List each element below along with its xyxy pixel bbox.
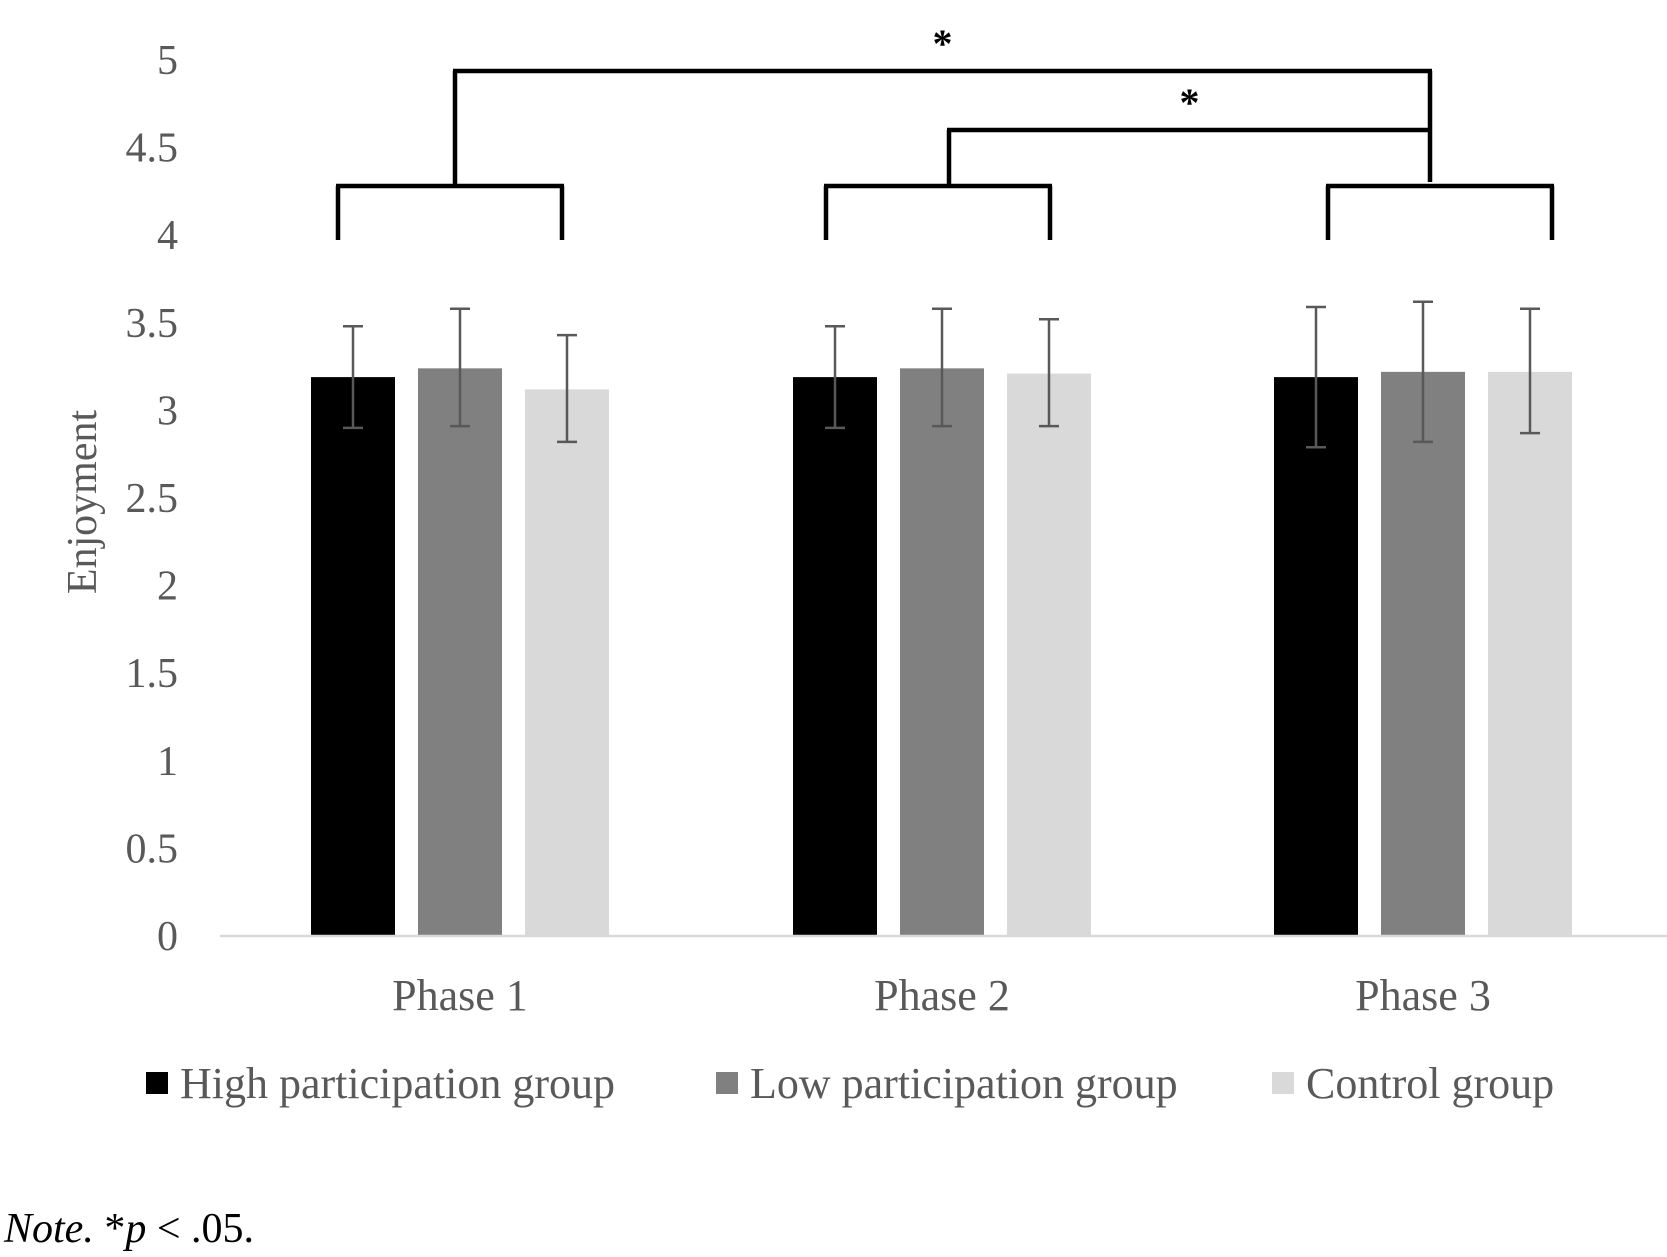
bar (900, 368, 984, 936)
category-labels: Phase 1 Phase 2 Phase 3 (392, 971, 1491, 1020)
legend-swatch (1272, 1072, 1294, 1094)
bar (793, 377, 877, 936)
bars (311, 368, 1572, 937)
y-tick-label: 2.5 (126, 476, 179, 522)
note-rest: < .05. (146, 1206, 255, 1252)
bar (418, 368, 502, 936)
y-tick-label: 0 (157, 914, 178, 960)
note-p: p (125, 1206, 147, 1252)
legend-label: Low participation group (750, 1059, 1178, 1108)
legend-label: Control group (1306, 1059, 1554, 1108)
legend-label: High participation group (180, 1059, 615, 1108)
note: Note. *p < .05. (4, 1205, 254, 1253)
y-tick-label: 3.5 (126, 301, 179, 347)
y-tick-label: 1.5 (126, 651, 179, 697)
y-tick-label: 1 (157, 739, 178, 785)
bar (1381, 371, 1465, 937)
legend-swatch (716, 1072, 738, 1094)
bar (1274, 377, 1358, 936)
y-tick-label: 4 (157, 213, 178, 259)
bar (1488, 371, 1572, 937)
y-tick-label: 0.5 (126, 826, 179, 872)
y-tick-label: 2 (157, 564, 178, 610)
legend-swatch (146, 1072, 168, 1094)
legend: High participation group Low participatio… (146, 1059, 1554, 1108)
bar (1007, 373, 1091, 936)
category-label: Phase 2 (874, 971, 1010, 1020)
significance-brackets: ** (335, 21, 1555, 240)
bar (311, 377, 395, 936)
y-axis-ticks: 0 0.5 1 1.5 2 2.5 3 3.5 4 4.5 5 (126, 38, 179, 960)
y-tick-label: 4.5 (126, 126, 179, 172)
category-label: Phase 3 (1355, 971, 1491, 1020)
note-star: * (93, 1206, 126, 1252)
y-tick-label: 3 (157, 388, 178, 434)
significance-star: * (933, 21, 953, 66)
note-prefix: Note. (4, 1206, 94, 1252)
bar (525, 389, 609, 937)
category-label: Phase 1 (392, 971, 528, 1020)
error-bars (343, 300, 1540, 449)
significance-star: * (1180, 80, 1200, 125)
y-axis-title: Enjoyment (60, 410, 106, 595)
y-tick-label: 5 (157, 38, 178, 84)
